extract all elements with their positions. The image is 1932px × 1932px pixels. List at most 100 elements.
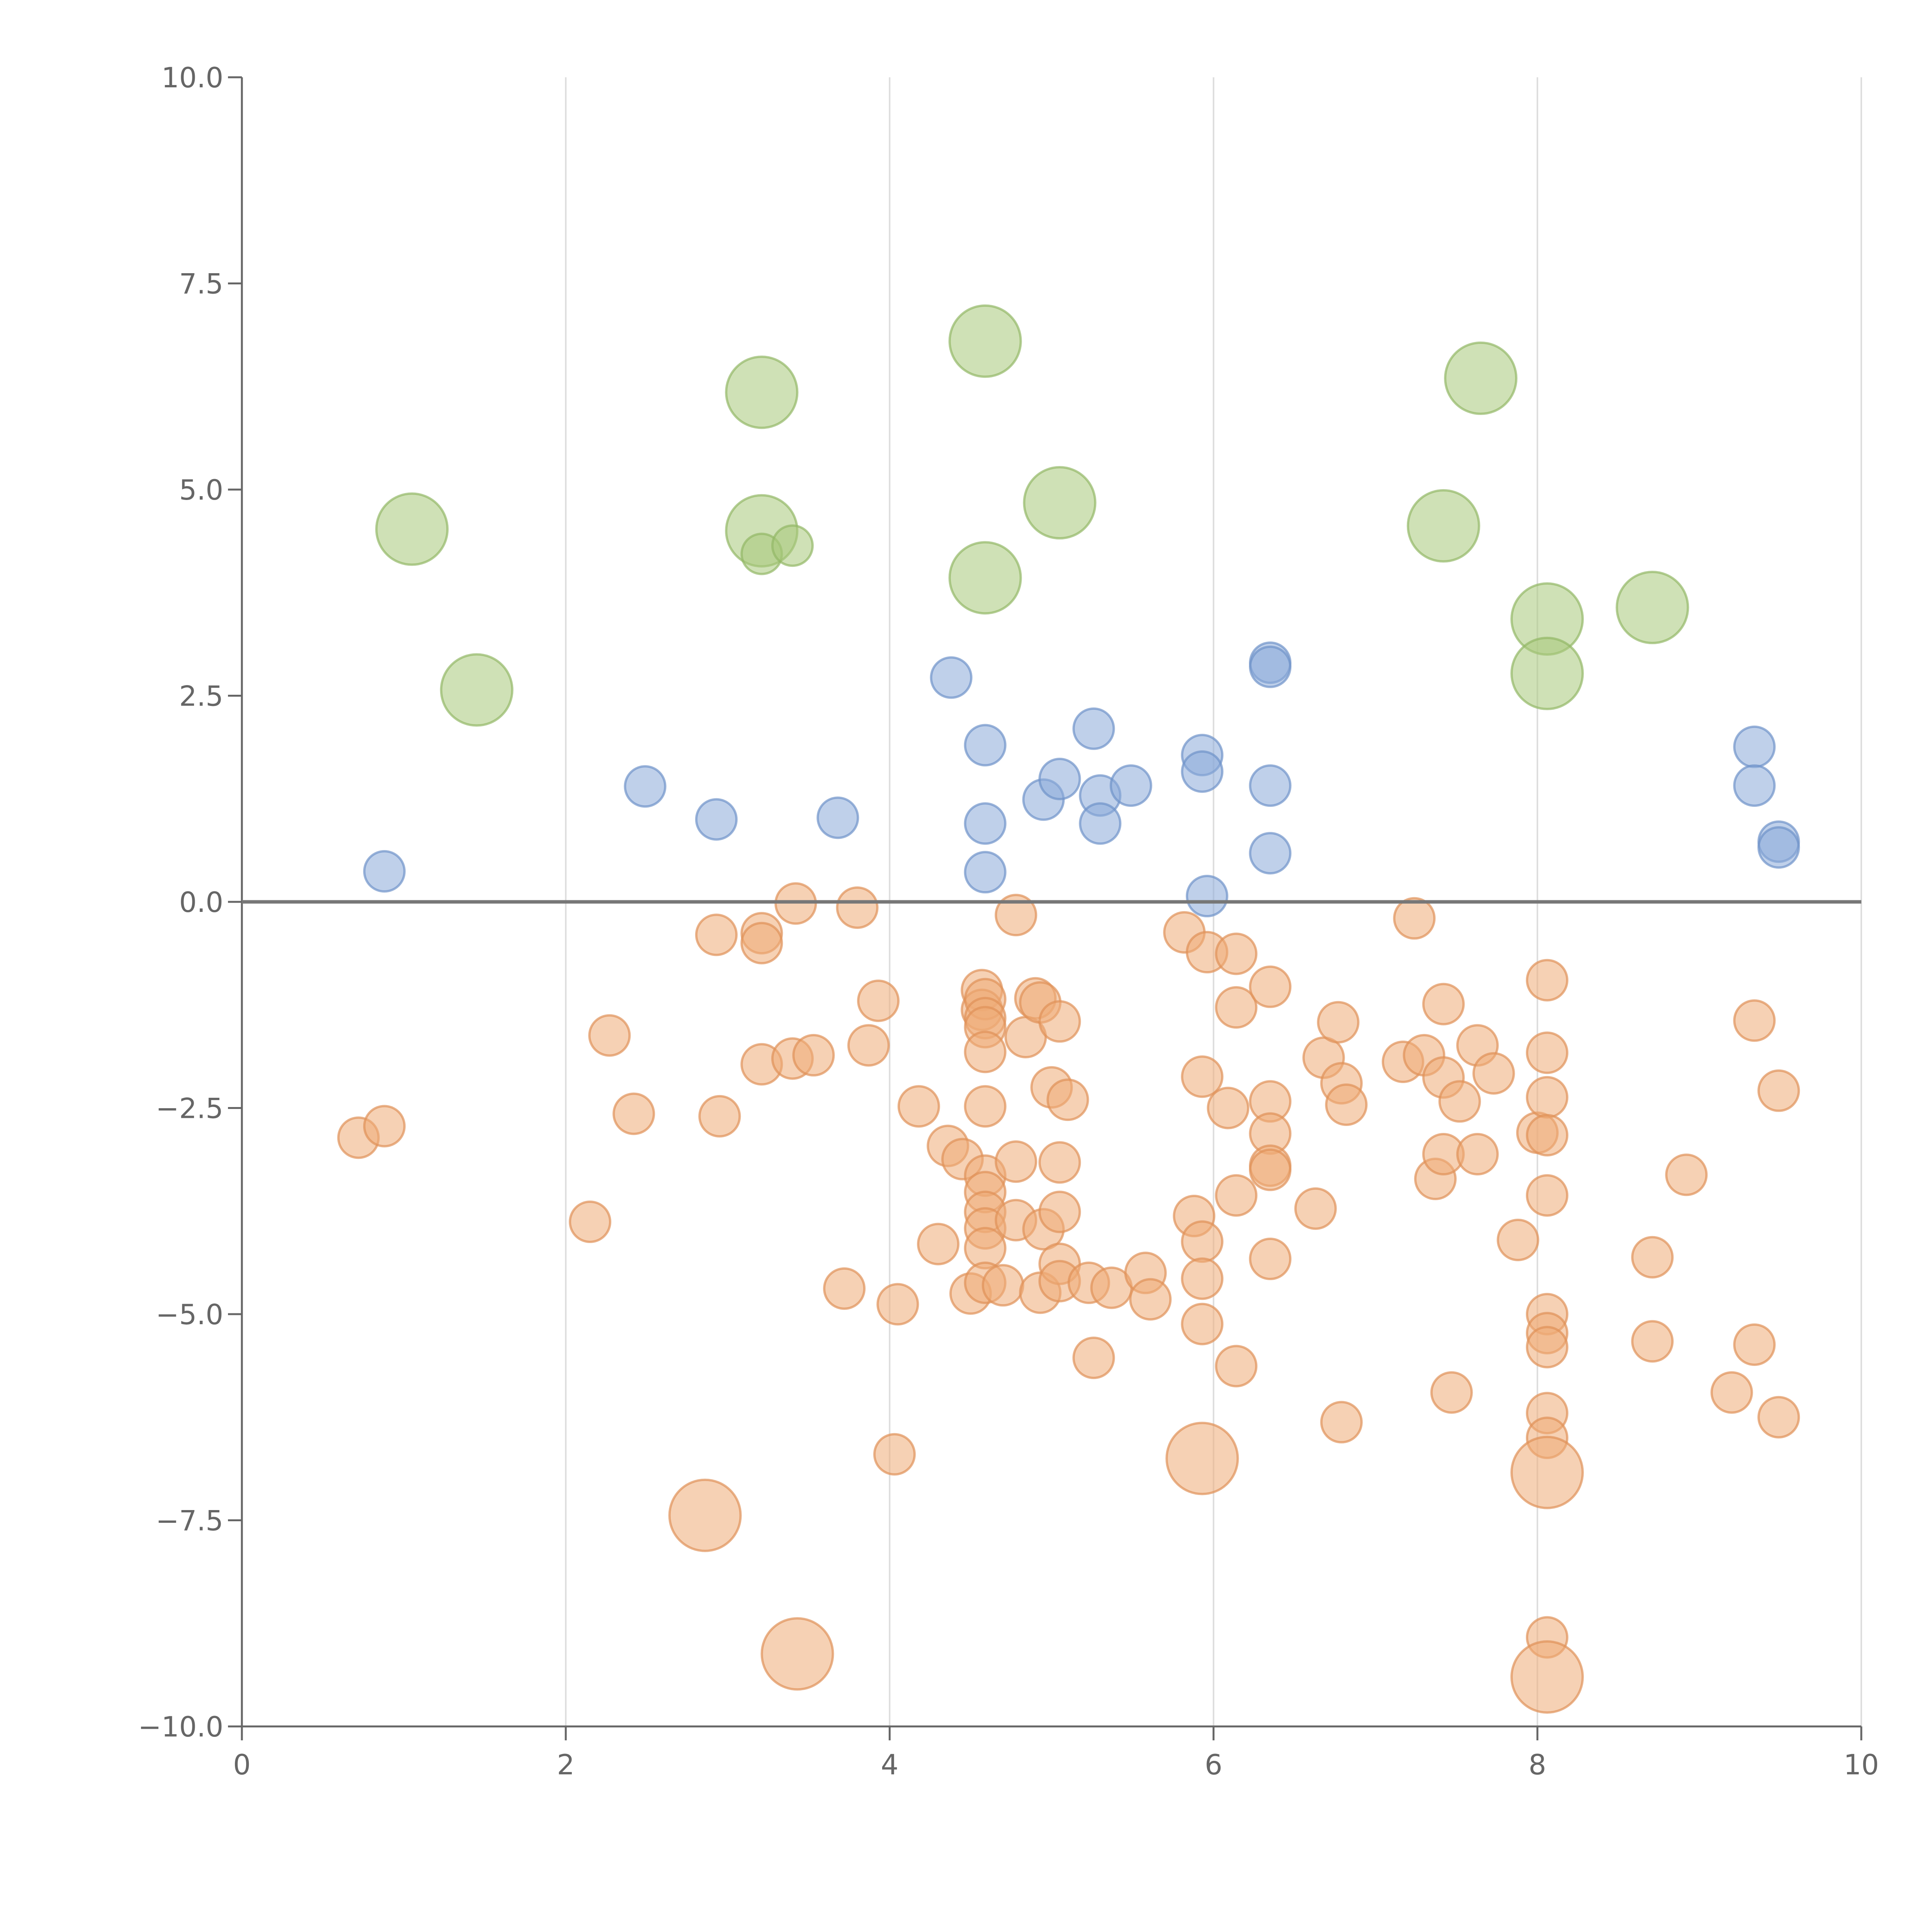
orange-bubble: [569, 1200, 612, 1243]
bubble-layer: [337, 304, 1800, 1714]
orange-bubble: [1526, 1031, 1568, 1074]
orange-bubble: [363, 1105, 406, 1148]
blue-bubble: [930, 656, 973, 699]
orange-bubble: [1497, 1218, 1539, 1261]
orange-bubble: [1215, 1174, 1258, 1217]
y-tick-label: 2.5: [179, 680, 223, 713]
orange-bubble: [1294, 1187, 1337, 1230]
blue-bubble: [1185, 875, 1228, 918]
orange-bubble: [1510, 1435, 1584, 1509]
orange-bubble: [1181, 1257, 1224, 1300]
axes: −10.0 −7.5 −5.0 −2.5 0.0 2.5 5.0 7.5 10.0 0 2 4 6 8 10: [138, 61, 1879, 1781]
orange-bubble: [981, 1264, 1024, 1307]
blue-bubble: [1733, 764, 1776, 807]
orange-bubble: [876, 1283, 919, 1326]
orange-bubble: [1046, 1078, 1089, 1121]
blue-bubble: [816, 796, 859, 839]
y-tick-label: 0.0: [179, 886, 223, 918]
orange-bubble: [698, 1095, 741, 1138]
orange-bubble: [1393, 897, 1436, 940]
orange-bubble: [917, 1223, 960, 1265]
orange-bubble: [612, 1092, 655, 1135]
orange-bubble: [1422, 983, 1465, 1026]
orange-bubble: [1472, 1052, 1515, 1095]
orange-bubble: [1215, 1345, 1258, 1388]
orange-bubble: [847, 1024, 890, 1067]
orange-bubble: [995, 1140, 1037, 1183]
orange-bubble: [1733, 999, 1776, 1042]
green-bubble: [1406, 489, 1480, 563]
blue-bubble: [1079, 802, 1122, 845]
orange-bubble: [1510, 1640, 1584, 1714]
orange-bubble: [1320, 1401, 1363, 1444]
orange-bubble: [1733, 1323, 1776, 1366]
orange-bubble: [1631, 1320, 1674, 1363]
orange-bubble: [964, 1085, 1007, 1128]
blue-bubble: [1249, 645, 1292, 688]
orange-bubble: [836, 886, 879, 929]
orange-bubble: [792, 1034, 835, 1077]
orange-bubble: [1430, 1371, 1473, 1414]
blue-bubble: [964, 851, 1007, 894]
orange-bubble: [1181, 1055, 1224, 1098]
orange-bubble: [668, 1478, 742, 1552]
blue-bubble: [1109, 764, 1152, 807]
y-tick-label: 10.0: [162, 61, 223, 94]
orange-bubble: [1526, 1076, 1568, 1119]
orange-bubble: [1215, 932, 1258, 975]
orange-bubble: [1038, 1190, 1081, 1233]
orange-bubble: [1631, 1236, 1674, 1279]
blue-bubble: [1181, 750, 1224, 793]
green-bubble: [1444, 341, 1518, 415]
x-tick-label: 4: [881, 1748, 898, 1781]
orange-bubble: [1526, 1326, 1568, 1369]
orange-bubble: [1526, 1114, 1568, 1156]
green-bubble: [948, 541, 1022, 615]
orange-bubble: [1181, 1303, 1224, 1345]
x-tick-label: 10: [1844, 1748, 1879, 1781]
blue-bubble: [363, 850, 406, 893]
blue-bubble: [695, 798, 738, 841]
blue-bubble: [964, 724, 1007, 767]
orange-bubble: [1038, 1000, 1081, 1043]
y-tick-label: 5.0: [179, 474, 223, 506]
orange-bubble: [1072, 1337, 1115, 1379]
orange-bubble: [1129, 1278, 1172, 1321]
orange-bubble: [1757, 1069, 1800, 1112]
orange-bubble: [873, 1433, 916, 1476]
orange-bubble: [1038, 1141, 1081, 1184]
orange-bubble: [1710, 1371, 1753, 1414]
blue-bubble: [1757, 826, 1800, 869]
x-tick-label: 8: [1529, 1748, 1546, 1781]
orange-bubble: [964, 1031, 1007, 1073]
orange-bubble: [1317, 1001, 1360, 1044]
green-bubble: [725, 355, 799, 429]
orange-bubble: [588, 1014, 631, 1057]
orange-bubble: [1249, 1238, 1292, 1281]
orange-bubble: [1665, 1153, 1708, 1196]
x-tick-label: 2: [557, 1748, 575, 1781]
orange-bubble: [897, 1085, 940, 1128]
orange-bubble: [995, 894, 1037, 937]
x-tick-label: 0: [233, 1748, 251, 1781]
blue-bubble: [624, 765, 667, 808]
blue-bubble: [1249, 764, 1292, 807]
orange-bubble: [857, 980, 900, 1022]
orange-bubble: [1181, 1220, 1224, 1263]
orange-bubble: [1456, 1133, 1499, 1176]
orange-bubble: [1757, 1396, 1800, 1439]
orange-bubble: [1249, 965, 1292, 1008]
orange-bubble: [1325, 1083, 1368, 1126]
orange-bubble: [823, 1267, 866, 1310]
y-tick-label: −7.5: [156, 1505, 223, 1537]
orange-bubble: [1526, 1174, 1568, 1217]
y-tick-label: 7.5: [179, 268, 223, 300]
orange-bubble: [1438, 1080, 1481, 1123]
blue-bubble: [1038, 758, 1081, 801]
blue-bubble: [1733, 725, 1776, 768]
green-bubble: [440, 653, 514, 727]
blue-bubble: [1072, 707, 1115, 750]
green-bubble: [1510, 636, 1584, 710]
y-tick-label: −10.0: [138, 1711, 223, 1743]
